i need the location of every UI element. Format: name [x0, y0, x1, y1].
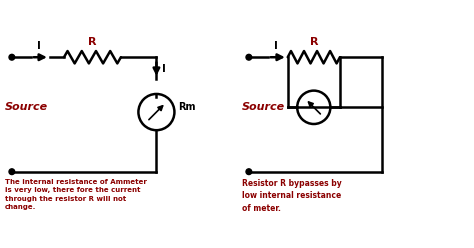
Text: Rm: Rm — [178, 102, 195, 112]
Circle shape — [9, 54, 15, 60]
Text: Source: Source — [5, 102, 48, 112]
Text: The internal resistance of Ammeter
is very low, there fore the current
through t: The internal resistance of Ammeter is ve… — [5, 179, 146, 210]
Text: Source: Source — [242, 102, 285, 112]
Circle shape — [9, 169, 15, 175]
Text: I: I — [37, 41, 41, 51]
Circle shape — [246, 169, 252, 175]
Text: I: I — [274, 41, 278, 51]
Text: R: R — [310, 37, 318, 47]
Circle shape — [246, 54, 252, 60]
Text: Resistor R bypasses by
low internal resistance
of meter.: Resistor R bypasses by low internal resi… — [242, 179, 341, 213]
Text: I: I — [162, 64, 166, 74]
Text: R: R — [88, 37, 97, 47]
